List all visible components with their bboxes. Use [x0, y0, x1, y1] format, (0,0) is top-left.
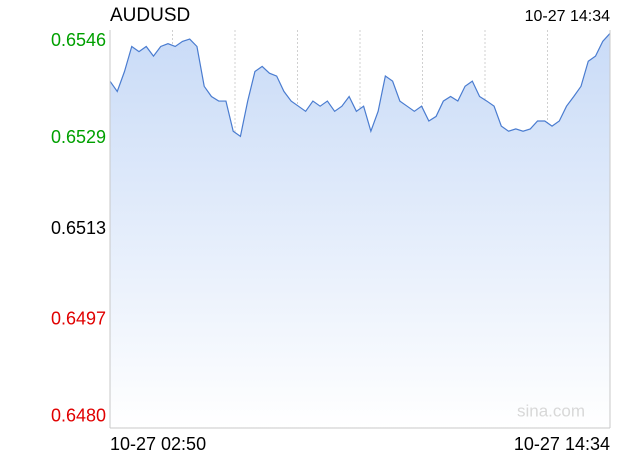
price-line [109, 33, 611, 138]
chart-title: AUDUSD [110, 5, 190, 26]
y-tick-label: 0.6546 [51, 30, 106, 50]
y-tick-label: 0.6513 [51, 218, 106, 238]
y-tick-label: 0.6480 [51, 405, 106, 425]
area [110, 33, 610, 428]
x-tick-label: 10-27 14:34 [514, 434, 610, 454]
x-tick-label: 10-27 02:50 [110, 434, 206, 454]
y-tick-label: 0.6529 [51, 127, 106, 147]
y-tick-label: 0.6497 [51, 309, 106, 329]
plot-area [109, 30, 611, 429]
watermark: sina.com [517, 401, 585, 420]
time-label: 10-27 14:34 [525, 8, 611, 25]
